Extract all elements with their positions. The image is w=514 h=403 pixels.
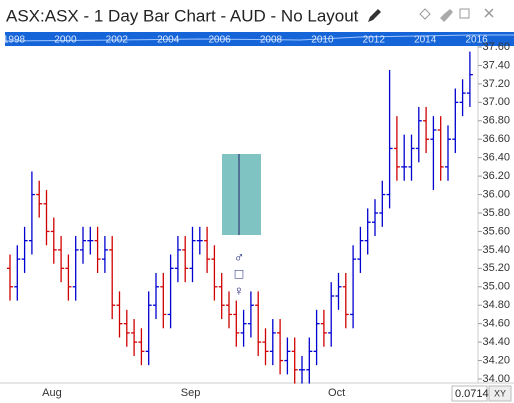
window-title: ASX:ASX - 1 Day Bar Chart - AUD - No Lay…	[6, 6, 359, 25]
y-tick-label: 35.20	[482, 262, 510, 274]
overview-year: 2014	[414, 35, 437, 46]
xy-button[interactable]	[488, 385, 512, 402]
overview-year: 2002	[106, 35, 129, 46]
value-field[interactable]	[451, 385, 488, 402]
y-tick-label: 37.40	[482, 59, 510, 71]
drawing-box[interactable]	[222, 154, 261, 235]
y-tick-label: 34.80	[482, 299, 510, 311]
x-tick-label: Aug	[42, 387, 62, 399]
overview-year: 2006	[208, 35, 231, 46]
close-icon[interactable]	[484, 8, 494, 18]
maximize-icon[interactable]	[459, 8, 470, 19]
y-tick-label: 36.60	[482, 133, 510, 145]
overview-year: 2010	[311, 35, 334, 46]
annotation-symbol: ♀	[234, 283, 245, 299]
overview-year: 2004	[157, 35, 180, 46]
annotation-symbol: ♂	[234, 249, 245, 265]
y-tick-label: 35.60	[482, 225, 510, 237]
y-tick-label: 34.60	[482, 318, 510, 330]
x-tick-label: Oct	[328, 387, 345, 399]
y-tick-label: 35.80	[482, 207, 510, 219]
overview-year: 2000	[54, 35, 77, 46]
xy-button-text: XY	[494, 388, 506, 398]
y-tick-label: 36.40	[482, 152, 510, 164]
y-tick-label: 36.20	[482, 170, 510, 182]
x-tick-label: Sep	[181, 387, 201, 399]
y-tick-label: 35.40	[482, 244, 510, 256]
y-tick-label: 34.20	[482, 354, 510, 366]
overview-year: 2016	[465, 35, 488, 46]
diamond-icon[interactable]	[419, 8, 431, 20]
y-tick-label: 34.40	[482, 336, 510, 348]
overview-year: 2008	[260, 35, 283, 46]
value-field-text: 0.0714	[455, 388, 489, 400]
overview-year: 1998	[3, 35, 26, 46]
edit-icon[interactable]	[368, 9, 381, 22]
annotation-symbol: □	[235, 266, 244, 282]
y-tick-label: 36.00	[482, 188, 510, 200]
pin-icon[interactable]	[440, 9, 453, 22]
overview-year: 2012	[363, 35, 386, 46]
y-tick-label: 34.00	[482, 373, 510, 385]
overview-strip[interactable]	[5, 32, 514, 46]
y-tick-label: 37.60	[482, 41, 510, 53]
y-tick-label: 37.00	[482, 96, 510, 108]
y-tick-label: 36.80	[482, 115, 510, 127]
overview-line	[4, 34, 514, 42]
y-tick-label: 37.20	[482, 78, 510, 90]
y-tick-label: 35.00	[482, 281, 510, 293]
